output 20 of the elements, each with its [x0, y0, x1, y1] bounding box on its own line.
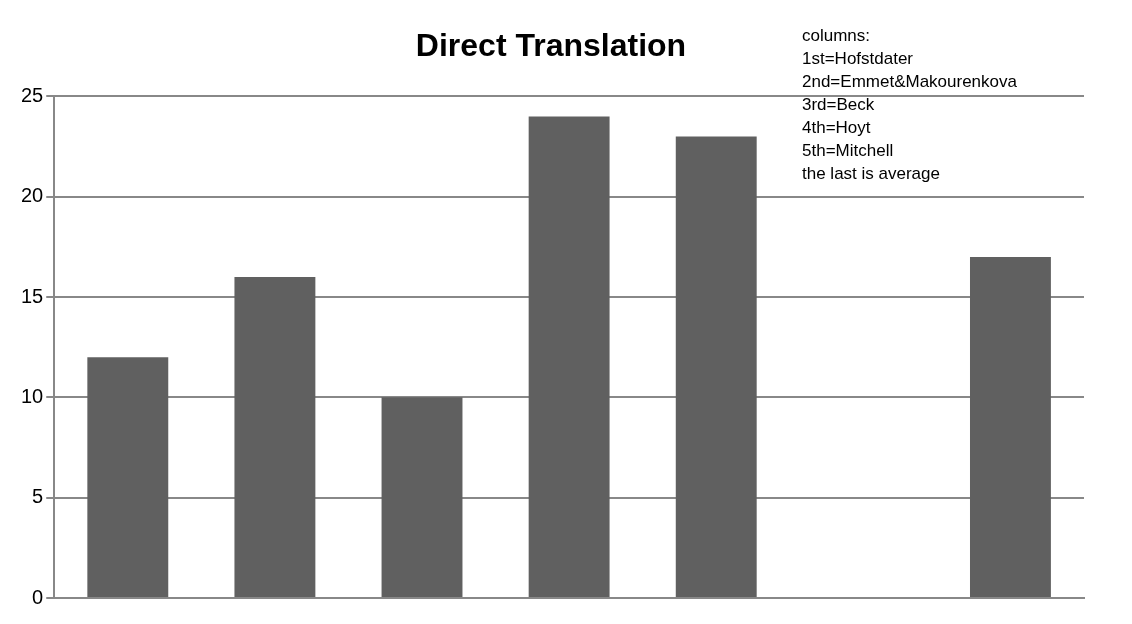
- annotation: 5th=Mitchell: [802, 141, 894, 161]
- text: 2nd=Emmet&Makourenkova: [802, 72, 1018, 92]
- text: columns:: [802, 26, 871, 46]
- bar: [675, 136, 757, 597]
- y-tick-label: 25: [21, 83, 44, 106]
- annotation: the last is average: [802, 164, 940, 184]
- chart-title: Direct Translation: [415, 27, 687, 64]
- annotation: 4th=Hoyt: [802, 118, 871, 138]
- y-tick-label: 20: [21, 184, 44, 207]
- bar: [528, 116, 610, 597]
- bar: [87, 357, 169, 597]
- y-tick-label: 0: [32, 585, 44, 608]
- y-tick-label: 15: [21, 284, 44, 307]
- bar: [381, 397, 463, 597]
- bar: [969, 256, 1051, 597]
- annotation: 3rd=Beck: [802, 95, 875, 115]
- text: 1st=Hofstdater: [802, 49, 914, 69]
- bar: [234, 276, 316, 597]
- y-tick-label: 5: [32, 485, 44, 508]
- y-tick-label: 10: [21, 384, 44, 407]
